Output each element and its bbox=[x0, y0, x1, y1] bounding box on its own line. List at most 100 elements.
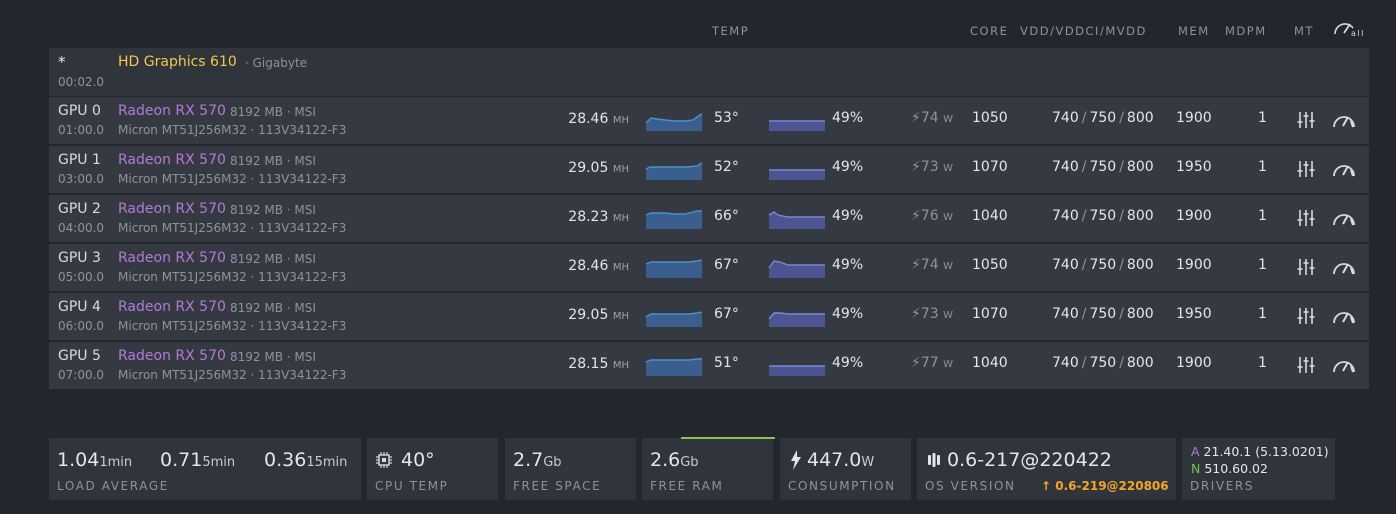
gpu-row[interactable]: GPU 1 03:00.0 Radeon RX 570 8192 MB · MS… bbox=[49, 146, 1369, 194]
gpu-vddci: 750 bbox=[1089, 110, 1117, 126]
hashrate-area bbox=[646, 114, 702, 131]
gpu-name: Radeon RX 570 bbox=[118, 201, 226, 217]
header-vdd: VDD/VDDCI/MVDD bbox=[1020, 24, 1147, 38]
gpu-memory-vendor: 8192 MB · MSI bbox=[230, 350, 316, 364]
load-15min-unit: 15min bbox=[306, 455, 348, 470]
gpu-vdd: 740 bbox=[1052, 110, 1079, 126]
gpu-temp: 52° bbox=[714, 159, 739, 175]
hashrate-sparkline bbox=[645, 162, 703, 180]
fan-sparkline bbox=[769, 120, 825, 131]
sliders-icon[interactable] bbox=[1296, 355, 1316, 375]
gpu-memory-vendor: 8192 MB · MSI bbox=[230, 154, 316, 168]
gpu-hashrate: 29.05 MH bbox=[568, 307, 629, 323]
gpu-mvdd: 800 bbox=[1126, 110, 1154, 126]
hashrate-line bbox=[645, 311, 703, 318]
gauge-icon[interactable] bbox=[1332, 208, 1356, 228]
load-5min-value: 0.71 bbox=[160, 449, 203, 471]
gpu-row[interactable]: GPU 0 01:00.0 Radeon RX 570 8192 MB · MS… bbox=[49, 97, 1369, 145]
gauge-icon[interactable] bbox=[1332, 306, 1356, 326]
gpu-memory-vendor: 8192 MB · MSI bbox=[230, 301, 316, 315]
gpu-core-clock: 1040 bbox=[972, 355, 1008, 371]
gauge-icon[interactable] bbox=[1332, 355, 1356, 375]
gpu-core-clock: 1040 bbox=[972, 208, 1008, 224]
free-ram-value: 2.6 bbox=[650, 449, 681, 471]
fan-area bbox=[769, 366, 825, 376]
gpu-name: Radeon RX 570 bbox=[118, 299, 226, 315]
gpu-vdd: 740 bbox=[1052, 355, 1079, 371]
driver-amd-tag: A bbox=[1191, 444, 1200, 459]
gpu-vram-info: Micron MT51J256M32 · 113V34122-F3 bbox=[118, 123, 347, 137]
gpu-mem-clock: 1900 bbox=[1176, 355, 1212, 371]
free-ram-label: FREE RAM bbox=[650, 479, 724, 493]
gpu-mvdd: 800 bbox=[1126, 306, 1154, 322]
sliders-icon[interactable] bbox=[1296, 306, 1316, 326]
gpu-mdpm: 1 bbox=[1258, 257, 1267, 273]
stat-os-version: 0.6-217@220422 OS VERSION ↑ 0.6-219@2208… bbox=[917, 438, 1176, 500]
gpu-voltages: 740/750/800 bbox=[1052, 355, 1154, 371]
gpu-core-clock: 1070 bbox=[972, 159, 1008, 175]
gpu-row[interactable]: GPU 5 07:00.0 Radeon RX 570 8192 MB · MS… bbox=[49, 342, 1369, 390]
hashrate-area bbox=[646, 211, 702, 229]
load-5min: 0.715min bbox=[160, 449, 235, 471]
gpu-mdpm: 1 bbox=[1258, 306, 1267, 322]
gpu-temp: 67° bbox=[714, 257, 739, 273]
load-1min-value: 1.04 bbox=[57, 449, 100, 471]
cpu-temp-value: 40° bbox=[401, 449, 435, 471]
gpu-temp: 67° bbox=[714, 306, 739, 322]
gauge-icon[interactable] bbox=[1332, 159, 1356, 179]
fan-line bbox=[768, 211, 825, 218]
gpu-row[interactable]: GPU 2 04:00.0 Radeon RX 570 8192 MB · MS… bbox=[49, 195, 1369, 243]
gpu-voltages: 740/750/800 bbox=[1052, 257, 1154, 273]
free-space: 2.7Gb bbox=[513, 449, 562, 471]
free-ram-unit: Gb bbox=[680, 455, 699, 470]
gpu-vram-info: Micron MT51J256M32 · 113V34122-F3 bbox=[118, 368, 347, 382]
fan-sparkline bbox=[769, 365, 825, 376]
gpu-vddci: 750 bbox=[1089, 257, 1117, 273]
gpu-hashrate-value: 28.23 bbox=[568, 209, 609, 225]
gpu-fan: 49% bbox=[832, 159, 864, 175]
igpu-name: HD Graphics 610 bbox=[118, 54, 237, 70]
gpu-row[interactable]: GPU 4 06:00.0 Radeon RX 570 8192 MB · MS… bbox=[49, 293, 1369, 341]
lightning-icon: ⚡ bbox=[911, 110, 921, 126]
gpu-hashrate-value: 28.15 bbox=[568, 356, 609, 372]
gpu-id: GPU 5 bbox=[58, 348, 101, 364]
os-version-label: OS VERSION bbox=[925, 479, 1016, 493]
gpu-core-clock: 1050 bbox=[972, 257, 1008, 273]
hashrate-sparkline bbox=[645, 259, 703, 278]
gauge-icon[interactable] bbox=[1332, 257, 1356, 277]
gpu-power-value: 74 bbox=[920, 110, 939, 126]
gpu-name: Radeon RX 570 bbox=[118, 250, 226, 266]
consumption-value: 447.0 bbox=[807, 449, 862, 471]
os-update-link[interactable]: ↑ 0.6-219@220806 bbox=[1041, 479, 1169, 493]
gpu-hashrate-value: 29.05 bbox=[568, 160, 609, 176]
hashrate-area bbox=[646, 312, 702, 327]
load-15min: 0.3615min bbox=[264, 449, 347, 471]
gpu-hashrate-unit: MH bbox=[612, 360, 629, 371]
drivers-label: DRIVERS bbox=[1190, 479, 1255, 493]
gpu-name: Radeon RX 570 bbox=[118, 103, 226, 119]
sliders-icon[interactable] bbox=[1296, 110, 1316, 130]
gpu-row[interactable]: GPU 3 05:00.0 Radeon RX 570 8192 MB · MS… bbox=[49, 244, 1369, 292]
gpu-vddci: 750 bbox=[1089, 159, 1117, 175]
gpu-mem-clock: 1900 bbox=[1176, 208, 1212, 224]
gauge-icon[interactable] bbox=[1332, 110, 1356, 130]
gauge-all-icon[interactable]: all bbox=[1332, 18, 1364, 38]
sliders-icon[interactable] bbox=[1296, 257, 1316, 277]
sliders-icon[interactable] bbox=[1296, 208, 1316, 228]
header-mt: MT bbox=[1294, 24, 1314, 38]
gpu-power-unit: W bbox=[943, 310, 954, 321]
gpu-id: GPU 4 bbox=[58, 299, 101, 315]
header-mdpm: MDPM bbox=[1225, 24, 1267, 38]
gpu-mem-clock: 1950 bbox=[1176, 159, 1212, 175]
lightning-icon: ⚡ bbox=[911, 159, 921, 175]
hashrate-sparkline bbox=[645, 210, 702, 229]
header-mem: MEM bbox=[1178, 24, 1210, 38]
hashrate-line bbox=[645, 162, 703, 170]
hashrate-area bbox=[646, 359, 702, 376]
gpu-power-value: 74 bbox=[920, 257, 939, 273]
sliders-icon[interactable] bbox=[1296, 159, 1316, 179]
gpu-power: ⚡74 W bbox=[911, 257, 953, 273]
load-1min: 1.041min bbox=[57, 449, 132, 471]
gpu-vram-info: Micron MT51J256M32 · 113V34122-F3 bbox=[118, 172, 347, 186]
gpu-fan: 49% bbox=[832, 355, 864, 371]
